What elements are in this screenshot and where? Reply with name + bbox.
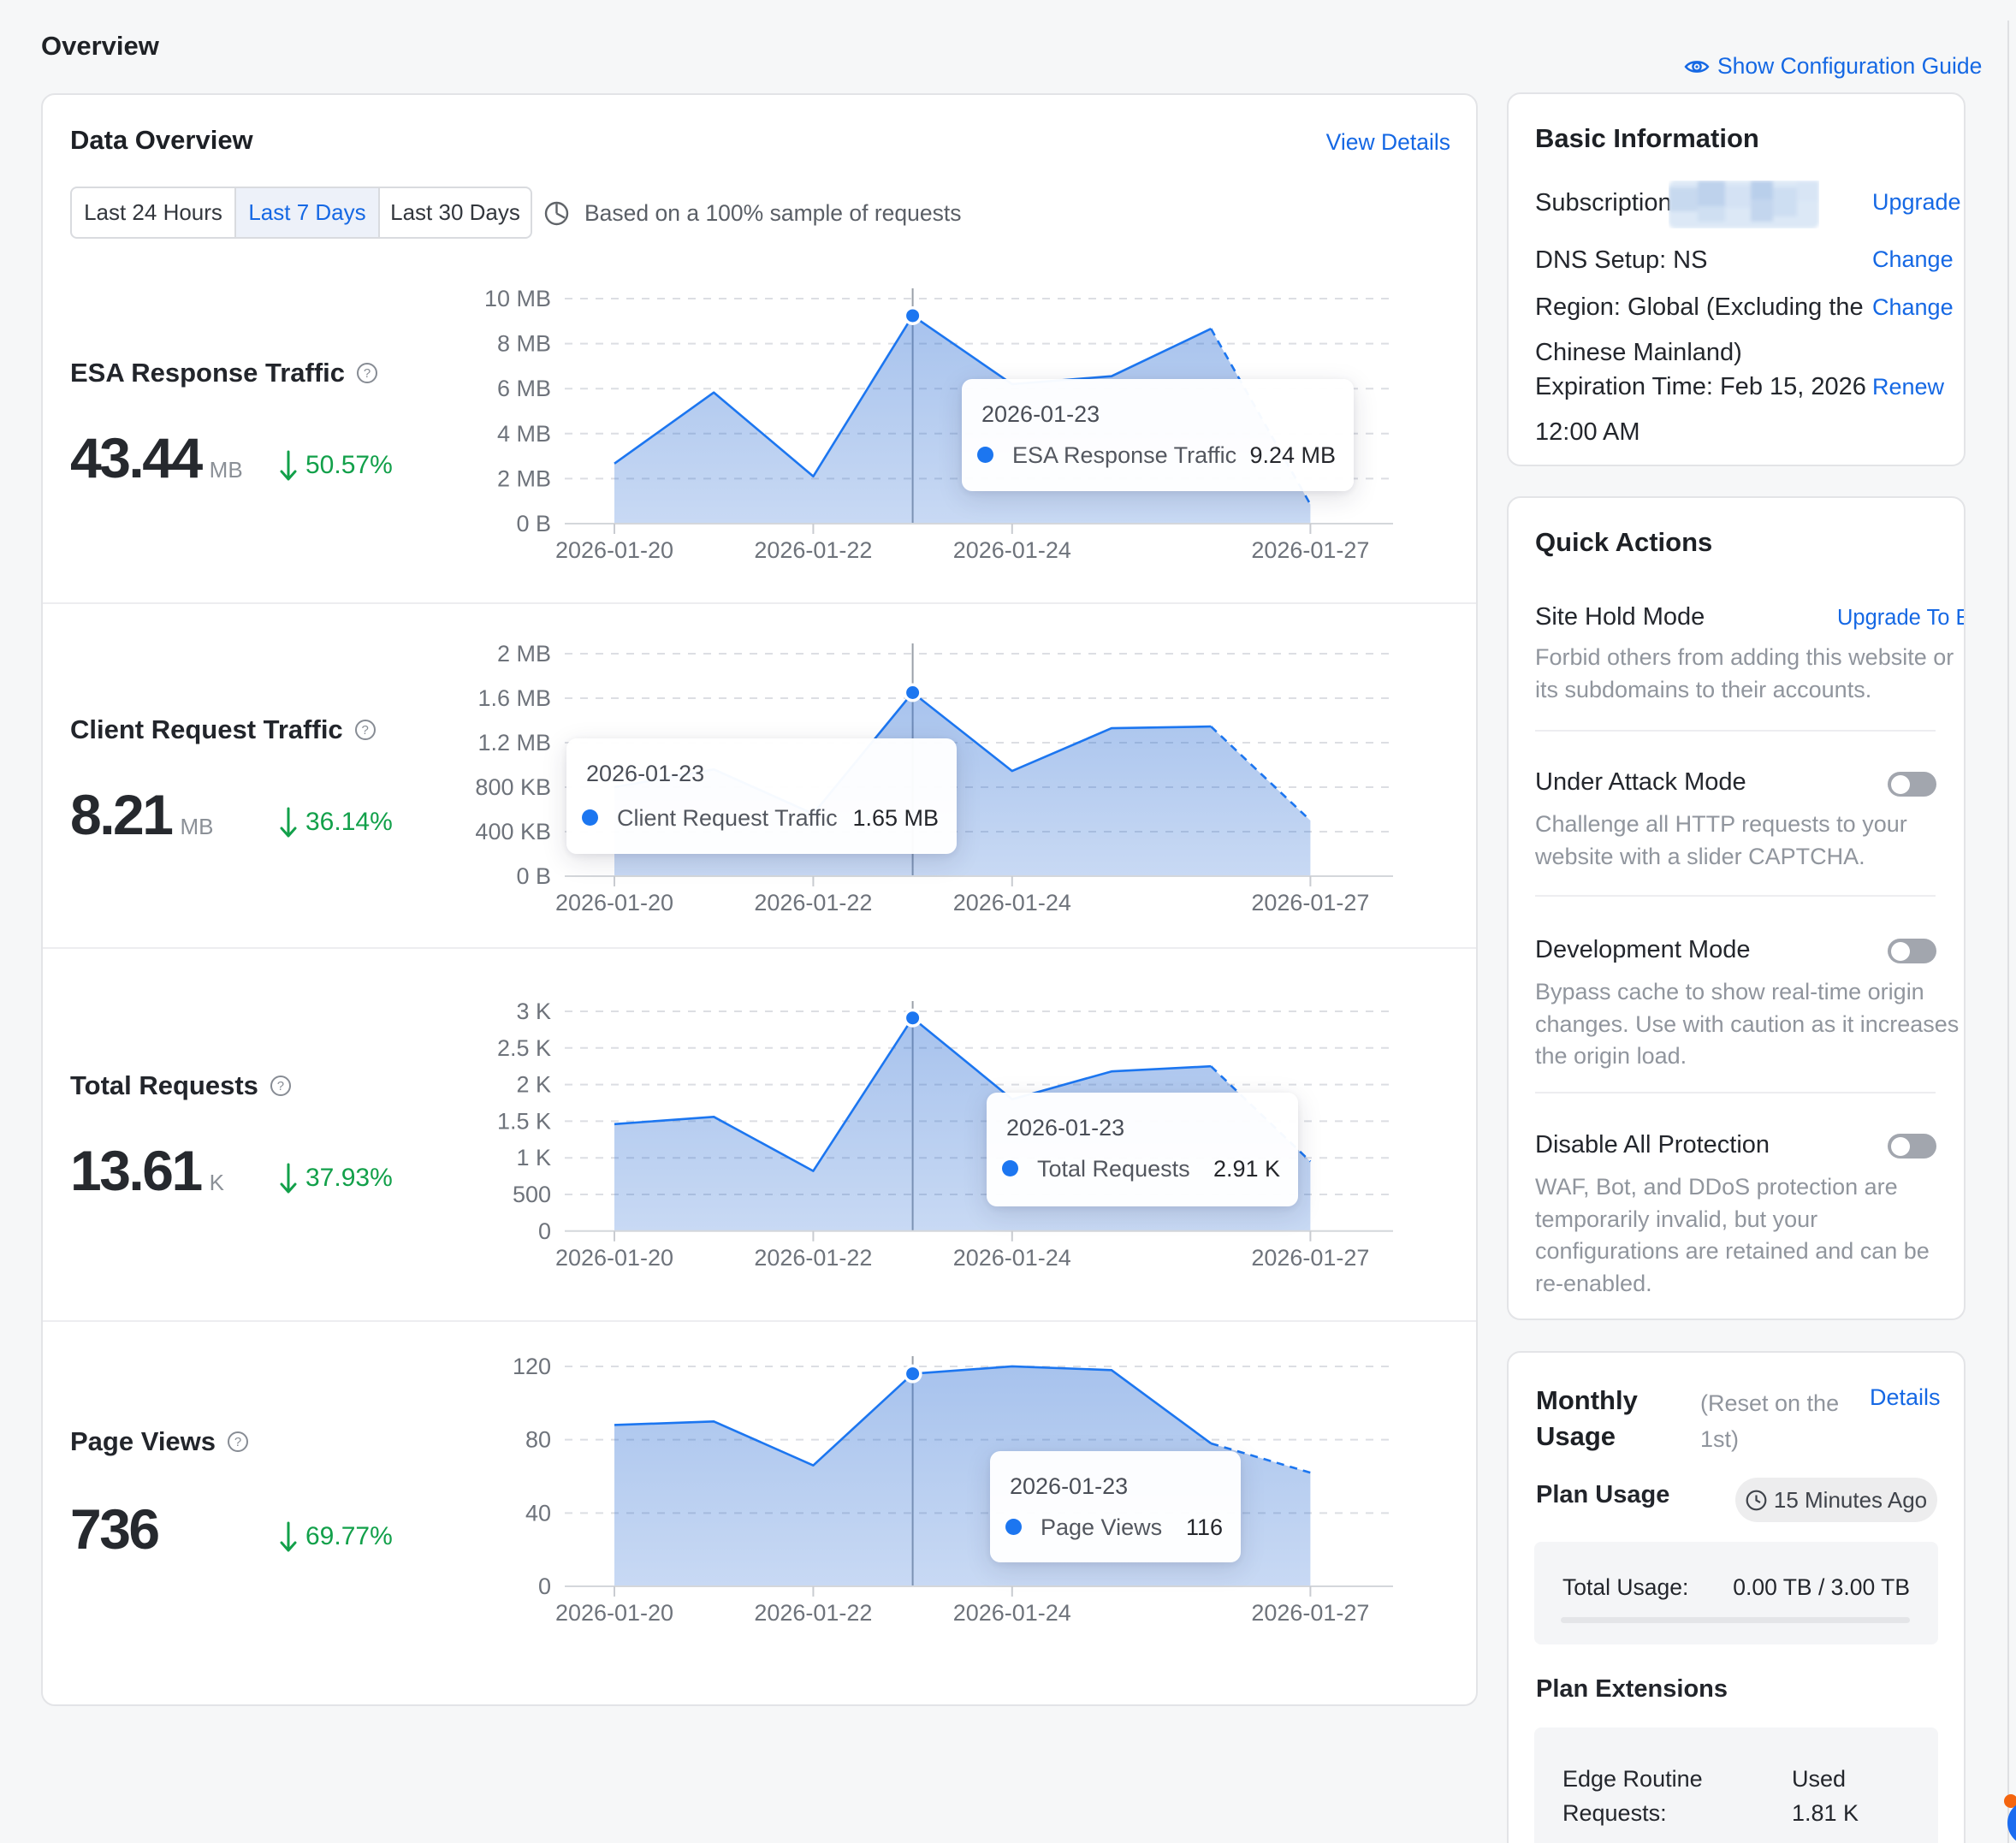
svg-text:8 MB: 8 MB: [497, 331, 551, 357]
svg-text:400 KB: 400 KB: [475, 819, 551, 844]
svg-text:0: 0: [538, 1573, 551, 1599]
svg-text:2026-01-22: 2026-01-22: [754, 1245, 872, 1271]
svg-text:2026-01-27: 2026-01-27: [1251, 537, 1369, 563]
svg-text:120: 120: [513, 1354, 551, 1379]
svg-text:2 MB: 2 MB: [497, 641, 551, 667]
svg-text:2026-01-22: 2026-01-22: [754, 890, 872, 916]
svg-text:0: 0: [538, 1218, 551, 1244]
svg-text:2 K: 2 K: [516, 1072, 551, 1098]
svg-text:4 MB: 4 MB: [497, 421, 551, 447]
svg-text:2026-01-24: 2026-01-24: [953, 1245, 1071, 1271]
svg-text:2.5 K: 2.5 K: [497, 1035, 551, 1061]
svg-text:2026-01-27: 2026-01-27: [1251, 1245, 1369, 1271]
svg-text:2 MB: 2 MB: [497, 465, 551, 491]
svg-text:80: 80: [525, 1427, 551, 1453]
svg-text:0 B: 0 B: [516, 511, 551, 536]
svg-text:1 K: 1 K: [516, 1145, 551, 1170]
svg-text:10 MB: 10 MB: [484, 286, 551, 311]
svg-text:2026-01-27: 2026-01-27: [1251, 1600, 1369, 1626]
svg-text:1.5 K: 1.5 K: [497, 1108, 551, 1134]
svg-text:2026-01-22: 2026-01-22: [754, 537, 872, 563]
svg-text:2026-01-20: 2026-01-20: [555, 1600, 673, 1626]
svg-text:2026-01-22: 2026-01-22: [754, 1600, 872, 1626]
svg-text:1.2 MB: 1.2 MB: [477, 730, 551, 756]
svg-text:3 K: 3 K: [516, 999, 551, 1024]
svg-text:500: 500: [513, 1182, 551, 1207]
svg-text:2026-01-27: 2026-01-27: [1251, 890, 1369, 916]
svg-text:2026-01-24: 2026-01-24: [953, 1600, 1071, 1626]
svg-text:0 B: 0 B: [516, 863, 551, 889]
svg-text:800 KB: 800 KB: [475, 774, 551, 800]
svg-text:2026-01-20: 2026-01-20: [555, 890, 673, 916]
svg-text:2026-01-20: 2026-01-20: [555, 537, 673, 563]
svg-text:2026-01-24: 2026-01-24: [953, 537, 1071, 563]
svg-text:2026-01-20: 2026-01-20: [555, 1245, 673, 1271]
svg-text:6 MB: 6 MB: [497, 376, 551, 401]
svg-text:2026-01-24: 2026-01-24: [953, 890, 1071, 916]
svg-text:40: 40: [525, 1500, 551, 1526]
svg-text:1.6 MB: 1.6 MB: [477, 685, 551, 711]
